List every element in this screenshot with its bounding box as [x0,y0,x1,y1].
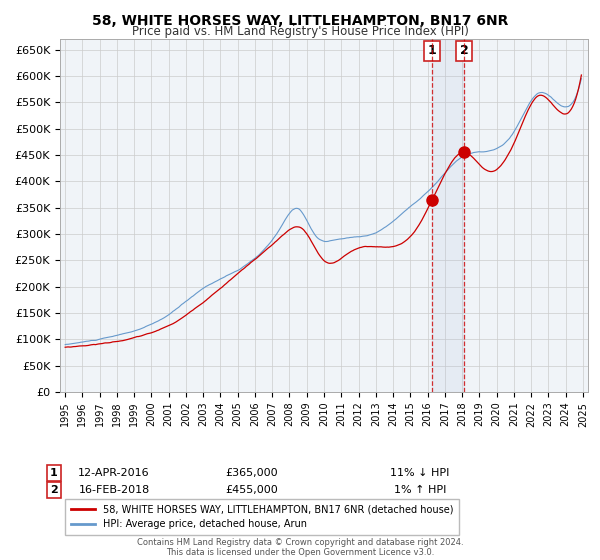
Text: 1: 1 [50,468,58,478]
Text: £365,000: £365,000 [226,468,278,478]
Text: 2: 2 [460,44,469,58]
Text: 16-FEB-2018: 16-FEB-2018 [79,485,149,495]
Text: £455,000: £455,000 [226,485,278,495]
Text: 58, WHITE HORSES WAY, LITTLEHAMPTON, BN17 6NR: 58, WHITE HORSES WAY, LITTLEHAMPTON, BN1… [92,14,508,28]
Text: 11% ↓ HPI: 11% ↓ HPI [391,468,449,478]
Legend: 58, WHITE HORSES WAY, LITTLEHAMPTON, BN17 6NR (detached house), HPI: Average pri: 58, WHITE HORSES WAY, LITTLEHAMPTON, BN1… [65,499,459,535]
Text: 1: 1 [428,44,437,58]
Bar [433,39,464,392]
Text: 2: 2 [50,485,58,495]
Text: 12-APR-2016: 12-APR-2016 [78,468,150,478]
Text: 1% ↑ HPI: 1% ↑ HPI [394,485,446,495]
Text: Contains HM Land Registry data © Crown copyright and database right 2024.
This d: Contains HM Land Registry data © Crown c… [137,538,463,557]
Text: Price paid vs. HM Land Registry's House Price Index (HPI): Price paid vs. HM Land Registry's House … [131,25,469,38]
